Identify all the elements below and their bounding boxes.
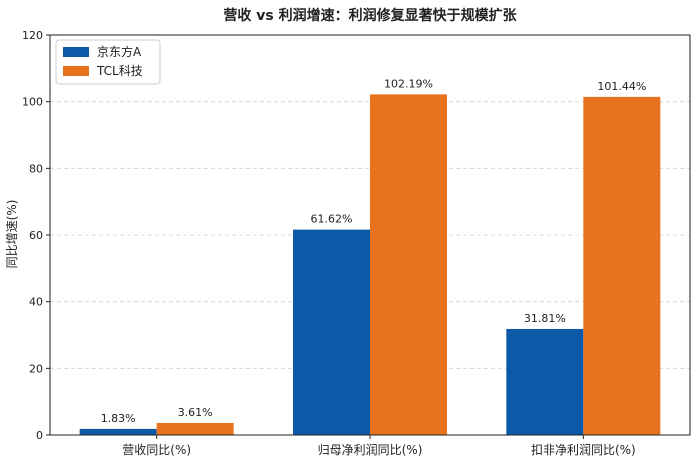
bar: [506, 328, 584, 435]
plot-frame: [49, 34, 691, 436]
x-axis-ticks: 营收同比(%) 归母净利润同比(%) 扣非净利润同比(%): [122, 435, 636, 457]
legend-label: TCL科技: [96, 64, 143, 78]
y-tick-label: 120: [22, 29, 43, 42]
data-label: 61.62%: [311, 213, 353, 226]
legend: 京东方A TCL科技: [55, 39, 161, 85]
bar: [293, 229, 370, 435]
data-label: 31.81%: [524, 312, 566, 325]
y-axis-label: 同比增速(%): [5, 200, 19, 269]
bar: [156, 422, 234, 435]
y-tick-label: 100: [22, 96, 43, 109]
bars: [79, 94, 661, 435]
x-tick-label: 扣非净利润同比(%): [531, 443, 636, 457]
bar: [583, 96, 661, 435]
x-tick-label: 归母净利润同比(%): [318, 443, 423, 457]
chart-title: 营收 vs 利润增速：利润修复显著快于规模扩张: [223, 7, 517, 24]
bar: [370, 94, 447, 435]
legend-label: 京东方A: [97, 44, 142, 59]
y-tick-label: 20: [29, 362, 43, 375]
value-labels: 1.83% 3.61% 61.62% 102.19% 31.81% 101.44%: [101, 77, 647, 425]
y-tick-label: 0: [36, 429, 43, 442]
y-tick-label: 80: [29, 162, 43, 175]
data-label: 101.44%: [597, 80, 646, 93]
data-label: 1.83%: [101, 412, 136, 425]
data-label: 3.61%: [178, 406, 213, 419]
bar: [79, 428, 157, 435]
x-tick-label: 营收同比(%): [122, 443, 191, 457]
y-axis-ticks: 0 20 40 60 80 100 120: [22, 29, 50, 442]
y-tick-label: 40: [29, 296, 43, 309]
data-label: 102.19%: [384, 77, 433, 90]
y-tick-label: 60: [29, 229, 43, 242]
legend-swatch: [63, 47, 89, 57]
legend-swatch: [63, 66, 89, 76]
